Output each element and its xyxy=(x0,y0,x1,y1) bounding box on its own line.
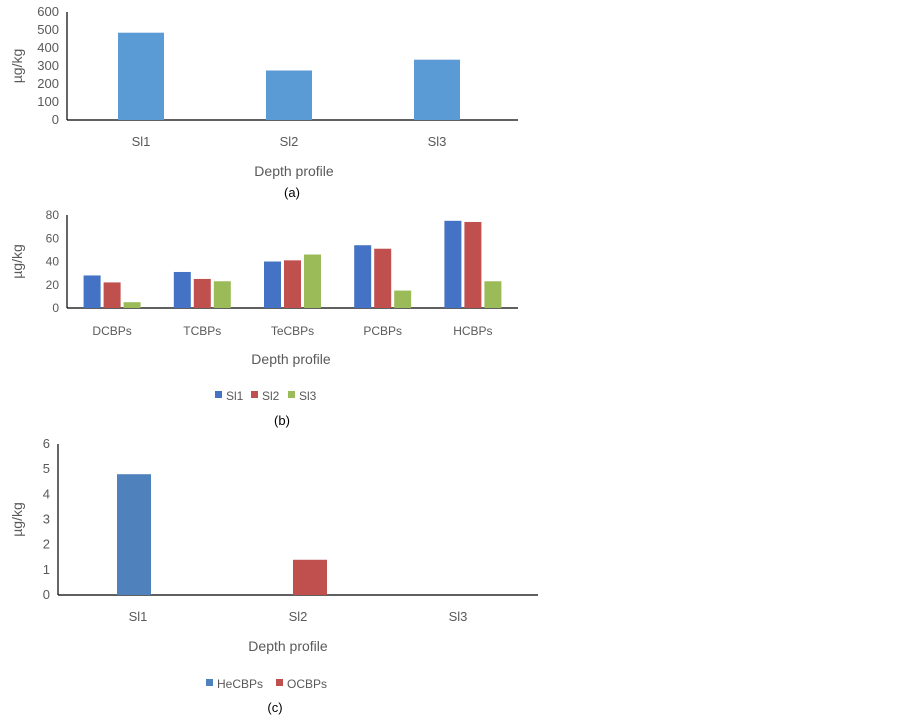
bar-sl2-dcbps xyxy=(103,282,121,308)
bar-sl2-tecbps xyxy=(284,260,301,308)
x-axis-title: Depth profile xyxy=(254,163,334,179)
y-tick-label: 100 xyxy=(37,94,59,109)
x-tick-label: Sl2 xyxy=(280,134,299,149)
y-tick-label: 3 xyxy=(43,512,50,527)
legend-swatch xyxy=(206,679,213,686)
y-tick-label: 5 xyxy=(43,461,50,476)
bar-sl1-hcbps xyxy=(444,220,462,308)
legend-label: HeCBPs xyxy=(217,677,263,691)
bar-sl3-dcbps xyxy=(123,302,141,308)
y-tick-label: 200 xyxy=(37,76,59,91)
y-axis-label: µg/kg xyxy=(9,49,25,84)
y-tick-label: 600 xyxy=(37,4,59,19)
x-tick-label: TeCBPs xyxy=(271,324,314,338)
legend-swatch xyxy=(276,679,283,686)
legend-label: Sl2 xyxy=(262,389,280,403)
y-tick-label: 0 xyxy=(52,112,59,127)
y-axis-label: µg/kg xyxy=(9,502,25,537)
panel-label: (b) xyxy=(274,413,290,428)
y-tick-label: 0 xyxy=(43,587,50,602)
x-tick-label: Sl3 xyxy=(449,609,468,624)
x-tick-label: Sl2 xyxy=(289,609,308,624)
legend-label: Sl1 xyxy=(226,389,244,403)
bar-sl2-pcbps xyxy=(374,248,392,308)
bar-sl1-pcbps xyxy=(354,245,372,308)
y-tick-label: 40 xyxy=(46,255,60,269)
bar-sl3-pcbps xyxy=(394,290,412,308)
bar-sl3-hcbps xyxy=(484,281,502,308)
bar-ocbps-sl2 xyxy=(293,559,327,595)
x-tick-label: Sl3 xyxy=(428,134,447,149)
bar-sl1-tecbps xyxy=(264,261,281,308)
x-axis-title: Depth profile xyxy=(248,638,328,654)
y-tick-label: 400 xyxy=(37,40,59,55)
x-tick-label: Sl1 xyxy=(129,609,148,624)
legend-swatch xyxy=(215,391,222,398)
legend-label: Sl3 xyxy=(299,389,317,403)
y-tick-label: 80 xyxy=(46,208,60,222)
y-tick-label: 4 xyxy=(43,486,50,501)
bar-series-sl2 xyxy=(266,70,312,120)
panel-label: (a) xyxy=(284,185,300,200)
x-tick-label: DCBPs xyxy=(92,324,131,338)
x-tick-label: Sl1 xyxy=(132,134,151,149)
x-axis-title: Depth profile xyxy=(251,351,331,367)
y-tick-label: 60 xyxy=(46,231,60,245)
bar-series-sl1 xyxy=(118,32,164,121)
y-axis-label: µg/kg xyxy=(9,244,25,279)
x-tick-label: HCBPs xyxy=(453,324,492,338)
y-tick-label: 500 xyxy=(37,22,59,37)
x-tick-label: TCBPs xyxy=(183,324,221,338)
y-tick-label: 1 xyxy=(43,562,50,577)
legend-label: OCBPs xyxy=(287,677,327,691)
y-tick-label: 300 xyxy=(37,58,59,73)
bar-sl1-dcbps xyxy=(83,275,101,308)
bar-sl3-tecbps xyxy=(304,254,321,308)
panel-label: (c) xyxy=(267,700,282,715)
bar-hecbps-sl1 xyxy=(117,474,151,595)
bar-sl3-tcbps xyxy=(213,281,231,308)
y-tick-label: 20 xyxy=(46,278,60,292)
legend-swatch xyxy=(251,391,258,398)
x-tick-label: PCBPs xyxy=(363,324,402,338)
bar-sl2-tcbps xyxy=(193,278,211,308)
y-tick-label: 2 xyxy=(43,537,50,552)
legend-swatch xyxy=(288,391,295,398)
bar-sl2-hcbps xyxy=(464,221,482,308)
bar-sl1-tcbps xyxy=(173,271,191,308)
bar-series-sl3 xyxy=(414,59,460,120)
y-tick-label: 0 xyxy=(52,301,59,315)
y-tick-label: 6 xyxy=(43,436,50,451)
